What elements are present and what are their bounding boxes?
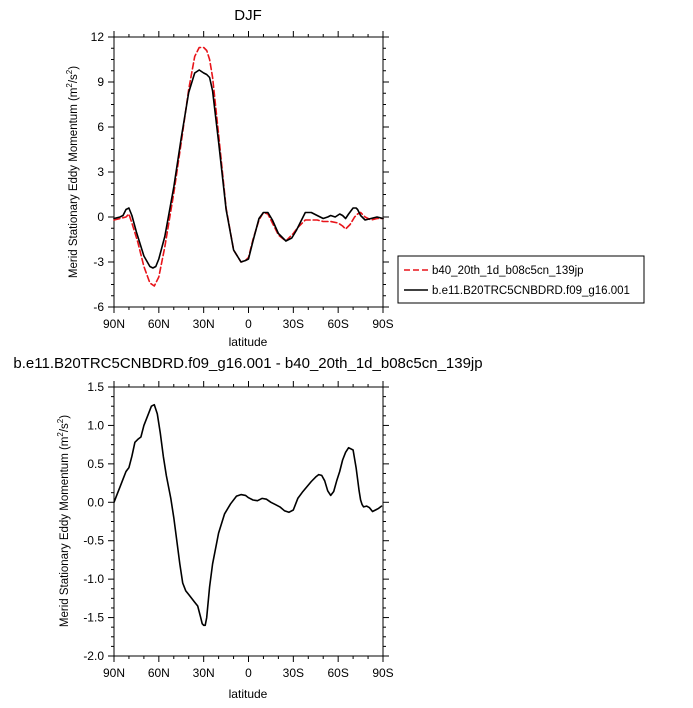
- bottom-x-tick-label: 30S: [283, 666, 304, 680]
- top-x-tick-label: 30N: [193, 317, 215, 331]
- top-x-ticks: 90N 60N 30N 0 30S 60S 90S: [103, 31, 394, 331]
- top-y-axis-label: Merid Stationary Eddy Momentum (m2/s2): [65, 66, 80, 278]
- top-y-ticks: -6 -3 0 3 6 9 12: [91, 30, 389, 314]
- bottom-x-tick-label: 60S: [327, 666, 348, 680]
- bottom-y-tick-label: -1.5: [83, 611, 104, 625]
- top-x-tick-label: 30S: [283, 317, 304, 331]
- bottom-y-tick-label: -1.0: [83, 572, 104, 586]
- top-x-tick-label: 60S: [327, 317, 348, 331]
- top-chart-title: DJF: [234, 7, 262, 24]
- top-x-tick-label: 90S: [372, 317, 393, 331]
- top-y-tick-label: 3: [97, 165, 104, 179]
- bottom-plot-frame: [113, 386, 384, 657]
- top-y-tick-label: 12: [91, 30, 105, 44]
- top-y-tick-label: 9: [97, 75, 104, 89]
- bottom-x-tick-label: 90S: [372, 666, 393, 680]
- legend-label-b-e11: b.e11.B20TRC5CNBDRD.f09_g16.001: [432, 285, 630, 297]
- bottom-x-tick-label: 60N: [148, 666, 170, 680]
- top-series-line-1: [113, 69, 384, 269]
- top-x-tick-label: 90N: [103, 317, 125, 331]
- bottom-y-tick-label: 0.5: [87, 457, 104, 471]
- legend-label-b40: b40_20th_1d_b08c5cn_139jp: [432, 265, 584, 277]
- top-series-line-0: [113, 46, 384, 287]
- bottom-y-tick-label: -0.5: [83, 534, 104, 548]
- bottom-series-line-0: [113, 403, 383, 627]
- bottom-plot-area: 90N 60N 30N 0 30S 60S 90S -2.0 -1.5 -1.0 -0.5 0.0 0…: [83, 380, 393, 680]
- bottom-chart-title: b.e11.B20TRC5CNBDRD.f09_g16.001 - b40_20…: [13, 355, 482, 372]
- bottom-x-tick-label: 90N: [103, 666, 125, 680]
- top-y-tick-label: 6: [97, 120, 104, 134]
- top-x-axis-label: latitude: [229, 335, 268, 349]
- top-x-tick-label: 0: [245, 317, 252, 331]
- bottom-x-tick-label: 0: [245, 666, 252, 680]
- bottom-y-ticks: -2.0 -1.5 -1.0 -0.5 0.0 0.5 1.0 1.5: [83, 380, 389, 663]
- bottom-y-tick-label: 1.0: [87, 418, 104, 432]
- legend-box: [397, 255, 645, 304]
- bottom-y-tick-label: -2.0: [83, 649, 104, 663]
- legend: b40_20th_1d_b08c5cn_139jp b.e11.B20TRC5C…: [397, 255, 645, 304]
- bottom-x-ticks: 90N 60N 30N 0 30S 60S 90S: [103, 381, 394, 680]
- top-series-lines: [113, 46, 384, 287]
- top-y-tick-label: 0: [97, 210, 104, 224]
- top-y-tick-label: -6: [93, 300, 104, 314]
- bottom-x-tick-label: 30N: [193, 666, 215, 680]
- top-y-tick-label: -3: [93, 255, 104, 269]
- bottom-series-lines: [113, 403, 383, 627]
- top-plot-area: 90N 60N 30N 0 30S 60S 90S -6 -3 0 3 6 9 12: [91, 30, 394, 331]
- bottom-y-axis-label: Merid Stationary Eddy Momentum (m2/s2): [56, 415, 71, 627]
- bottom-y-tick-label: 1.5: [87, 380, 104, 394]
- bottom-x-axis-label: latitude: [229, 687, 268, 701]
- top-x-tick-label: 60N: [148, 317, 170, 331]
- bottom-y-tick-label: 0.0: [87, 495, 104, 509]
